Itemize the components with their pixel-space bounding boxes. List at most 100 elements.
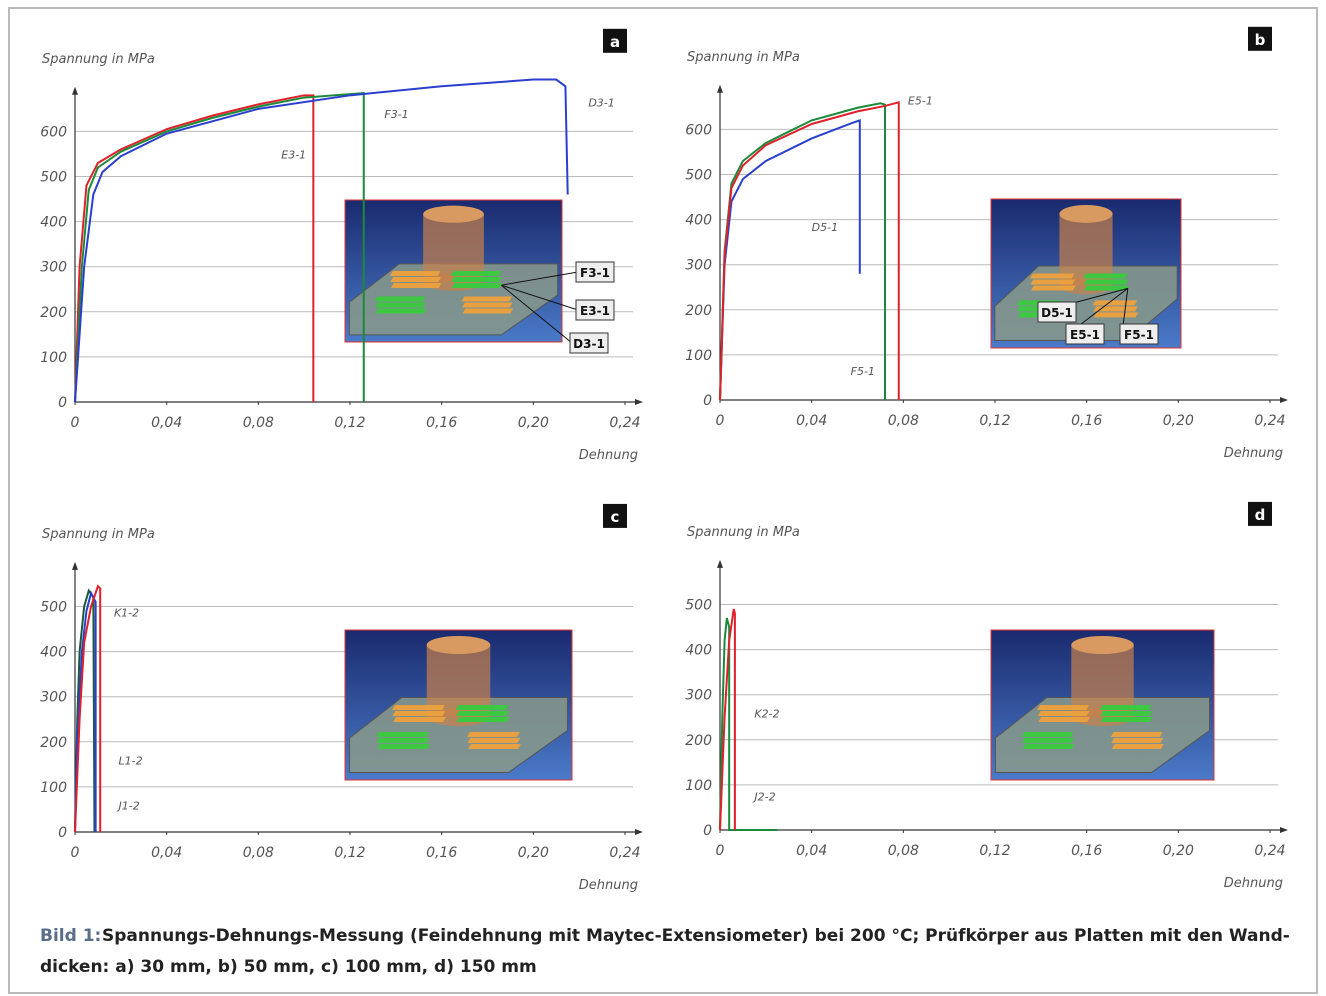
y-tick-label: 300	[685, 688, 712, 704]
inset-strip	[375, 303, 426, 308]
y-tick-label: 0	[58, 395, 67, 411]
inset-label: E3-1	[580, 304, 610, 318]
inset-strip	[457, 717, 510, 722]
x-tick-label: 0,24	[609, 415, 640, 431]
x-axis-title: Dehnung	[579, 878, 638, 893]
y-tick-label: 300	[685, 258, 712, 274]
inset-strip	[1023, 744, 1075, 749]
inset-strip	[1093, 306, 1138, 311]
x-tick-label: 0	[716, 843, 725, 859]
x-tick-label: 0,04	[796, 843, 827, 859]
inset-strip	[393, 711, 446, 716]
inset-strip	[467, 732, 520, 737]
x-axis-arrow	[635, 399, 643, 405]
series-label: J2-2	[752, 791, 775, 804]
inset-strip	[1030, 280, 1075, 285]
y-tick-label: 500	[685, 168, 712, 184]
x-tick-label: 0,20	[518, 415, 549, 431]
inset-strip	[463, 309, 514, 314]
inset-strip	[390, 271, 441, 276]
inset-strip	[456, 711, 509, 716]
y-tick-label: 100	[40, 350, 67, 366]
x-tick-label: 0,20	[1163, 843, 1194, 859]
x-tick-label: 0,16	[426, 845, 457, 861]
y-axis-arrow	[72, 87, 78, 95]
inset-strip	[377, 744, 430, 749]
y-tick-label: 400	[685, 643, 712, 659]
series-label: E3-1	[281, 148, 306, 161]
x-tick-label: 0,12	[334, 845, 365, 861]
inset-strip	[1111, 732, 1163, 737]
inset-label: F3-1	[580, 266, 610, 280]
y-tick-label: 200	[685, 733, 712, 749]
inset-label: E5-1	[1070, 328, 1100, 342]
series-label: L1-2	[119, 754, 143, 767]
inset-label: D5-1	[1041, 306, 1073, 320]
y-axis-arrow	[72, 562, 78, 570]
x-tick-label: 0,20	[518, 845, 549, 861]
inset-strip	[1022, 732, 1074, 737]
y-tick-label: 400	[685, 213, 712, 229]
series-label: K2-2	[754, 707, 779, 720]
y-tick-label: 200	[40, 305, 67, 321]
x-tick-label: 0,12	[979, 413, 1010, 429]
y-axis-arrow	[717, 560, 723, 568]
inset-strip	[1031, 286, 1076, 291]
inset-strip	[1038, 717, 1090, 722]
y-tick-label: 0	[703, 393, 712, 409]
y-axis-title: Spannung in MPa	[687, 525, 800, 540]
inset-strip	[392, 705, 445, 710]
inset-strip	[1038, 711, 1090, 716]
x-tick-label: 0,08	[243, 415, 274, 431]
inset-strip	[467, 738, 520, 743]
inset-strip	[468, 744, 521, 749]
inset-strip	[376, 309, 427, 314]
y-tick-label: 0	[703, 823, 712, 839]
x-tick-label: 0	[716, 413, 725, 429]
inset-strip	[375, 297, 426, 302]
series-label: J1-2	[117, 799, 140, 812]
inset-strip	[1022, 738, 1074, 743]
series-label: D5-1	[812, 221, 838, 234]
x-tick-label: 0,08	[243, 845, 274, 861]
x-axis-title: Dehnung	[1224, 446, 1283, 461]
panel-letter: c	[611, 508, 620, 526]
inset-cylinder-base	[423, 274, 484, 291]
inset-strip	[1093, 300, 1138, 305]
inset-cylinder-top	[1059, 205, 1112, 223]
caption-line: Spannungs-Dehnungs-Messung (Feindehnung …	[102, 926, 1290, 946]
x-tick-label: 0,24	[609, 845, 640, 861]
x-tick-label: 0	[71, 415, 80, 431]
y-tick-label: 100	[685, 348, 712, 364]
x-tick-label: 0,16	[1071, 843, 1102, 859]
y-tick-label: 0	[58, 825, 67, 841]
series-label: F3-1	[384, 108, 408, 121]
x-tick-label: 0,24	[1254, 843, 1285, 859]
inset-strip	[1100, 705, 1152, 710]
x-tick-label: 0,04	[151, 415, 182, 431]
inset-cylinder-top	[423, 206, 484, 223]
series-line	[720, 120, 860, 400]
caption-label: Bild 1:	[40, 926, 101, 946]
inset-strip	[393, 717, 446, 722]
inset-label: F5-1	[1124, 328, 1154, 342]
inset-strip	[1100, 711, 1152, 716]
panel-letter: a	[610, 33, 620, 51]
x-tick-label: 0,16	[1071, 413, 1102, 429]
y-tick-label: 300	[40, 690, 67, 706]
y-axis-arrow	[717, 85, 723, 93]
inset-strip	[377, 738, 430, 743]
frame	[9, 8, 1317, 993]
inset-strip	[1083, 274, 1128, 279]
inset-strip	[452, 283, 503, 288]
caption-line: dicken: a) 30 mm, b) 50 mm, c) 100 mm, d…	[40, 957, 537, 977]
x-axis-title: Dehnung	[579, 448, 638, 463]
y-tick-label: 600	[40, 124, 67, 140]
x-tick-label: 0,24	[1254, 413, 1285, 429]
inset-cylinder-top	[1071, 636, 1133, 654]
inset-strip	[391, 283, 442, 288]
inset-strip	[451, 271, 502, 276]
series-label: D3-1	[588, 97, 614, 110]
x-tick-label: 0,04	[151, 845, 182, 861]
series-label: E5-1	[908, 95, 933, 108]
